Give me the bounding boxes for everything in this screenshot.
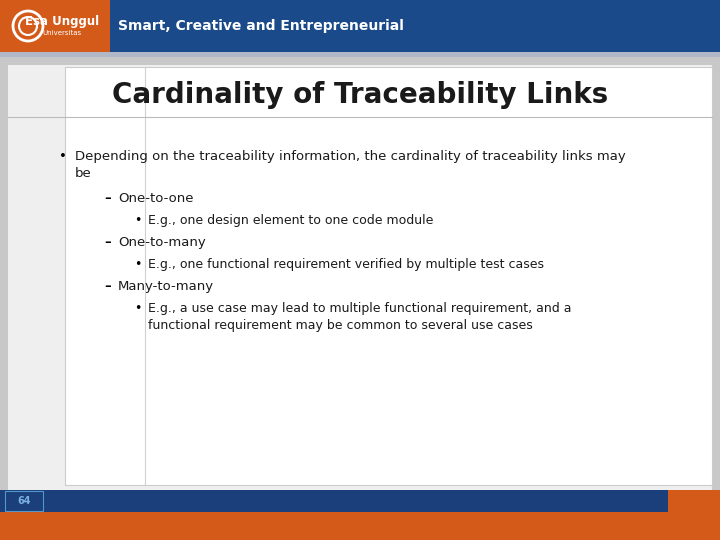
FancyBboxPatch shape <box>0 0 110 52</box>
Text: One-to-many: One-to-many <box>118 236 206 249</box>
Text: Universitas: Universitas <box>42 30 81 36</box>
Text: Smart, Creative and Entrepreneurial: Smart, Creative and Entrepreneurial <box>118 19 404 33</box>
FancyBboxPatch shape <box>0 490 720 512</box>
FancyBboxPatch shape <box>668 490 720 512</box>
Text: –: – <box>104 280 112 293</box>
Text: E.g., one design element to one code module: E.g., one design element to one code mod… <box>148 214 433 227</box>
Text: Cardinality of Traceability Links: Cardinality of Traceability Links <box>112 81 608 109</box>
FancyBboxPatch shape <box>0 512 720 540</box>
Text: Esa Unggul: Esa Unggul <box>25 16 99 29</box>
Text: Depending on the traceability information, the cardinality of traceability links: Depending on the traceability informatio… <box>75 150 626 180</box>
FancyBboxPatch shape <box>8 65 712 490</box>
Text: •: • <box>59 150 67 163</box>
FancyBboxPatch shape <box>65 67 712 485</box>
Text: –: – <box>104 236 112 249</box>
Text: Many-to-many: Many-to-many <box>118 280 214 293</box>
Text: E.g., one functional requirement verified by multiple test cases: E.g., one functional requirement verifie… <box>148 258 544 271</box>
Text: One-to-one: One-to-one <box>118 192 194 205</box>
Text: –: – <box>104 192 112 205</box>
Text: •: • <box>135 214 142 227</box>
Text: E.g., a use case may lead to multiple functional requirement, and a
functional r: E.g., a use case may lead to multiple fu… <box>148 302 572 332</box>
Text: 64: 64 <box>17 496 31 506</box>
FancyBboxPatch shape <box>0 52 720 57</box>
FancyBboxPatch shape <box>5 491 43 511</box>
FancyBboxPatch shape <box>0 0 720 52</box>
Text: •: • <box>135 302 142 315</box>
Text: •: • <box>135 258 142 271</box>
